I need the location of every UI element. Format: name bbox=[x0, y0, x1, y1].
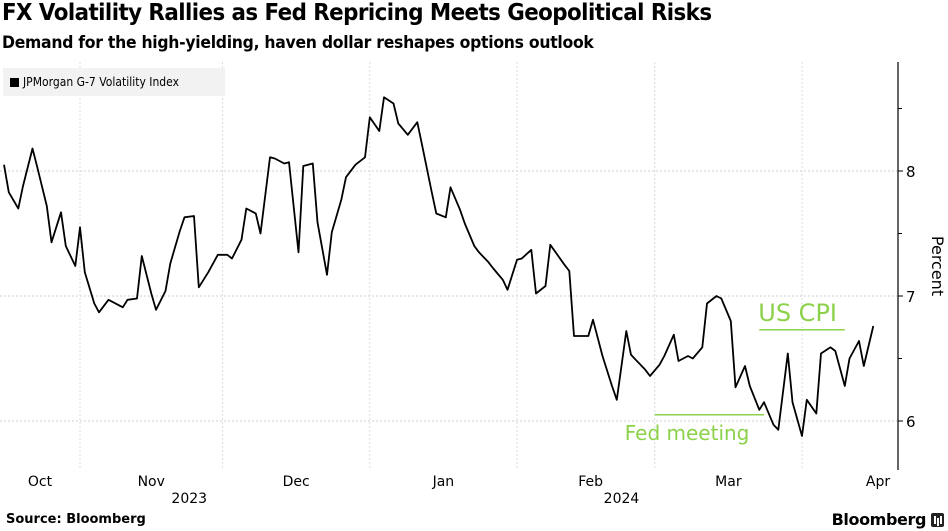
y-axis-label: Percent bbox=[928, 236, 947, 296]
annotations: Fed meeting US CPI bbox=[625, 299, 845, 445]
chart-title: FX Volatility Rallies as Fed Repricing M… bbox=[2, 0, 712, 26]
x-year-label: 2024 bbox=[604, 491, 640, 507]
bloomberg-chart-icon bbox=[931, 513, 944, 527]
series-line bbox=[3, 96, 875, 437]
x-tick-label: Nov bbox=[138, 474, 165, 490]
annotation-label: Fed meeting bbox=[625, 421, 750, 445]
chart-subtitle: Demand for the high-yielding, haven doll… bbox=[2, 33, 594, 53]
gridlines bbox=[0, 62, 898, 470]
y-tick-label: 6 bbox=[906, 413, 916, 431]
source-note: Source: Bloomberg bbox=[6, 512, 146, 527]
y-axis: 6 7 8 Percent bbox=[897, 62, 947, 470]
x-year-label: 2023 bbox=[171, 491, 207, 507]
x-tick-label: Apr bbox=[866, 474, 890, 490]
x-tick-label: Mar bbox=[715, 474, 742, 490]
x-tick-label: Dec bbox=[283, 474, 310, 490]
legend-label: JPMorgan G-7 Volatility Index bbox=[23, 75, 180, 89]
brand-logo: Bloomberg bbox=[831, 510, 927, 529]
y-tick-label: 8 bbox=[906, 163, 916, 181]
y-tick-label: 7 bbox=[906, 288, 916, 306]
x-axis: Oct Nov Dec Jan Feb Mar Apr 2023 2024 bbox=[28, 474, 890, 507]
x-tick-label: Oct bbox=[28, 474, 53, 490]
x-tick-label: Jan bbox=[432, 474, 455, 490]
x-tick-label: Feb bbox=[578, 474, 603, 490]
annotation-label: US CPI bbox=[758, 299, 837, 327]
legend: JPMorgan G-7 Volatility Index bbox=[3, 68, 225, 96]
legend-swatch-icon bbox=[10, 77, 19, 87]
series-layer bbox=[3, 96, 875, 437]
